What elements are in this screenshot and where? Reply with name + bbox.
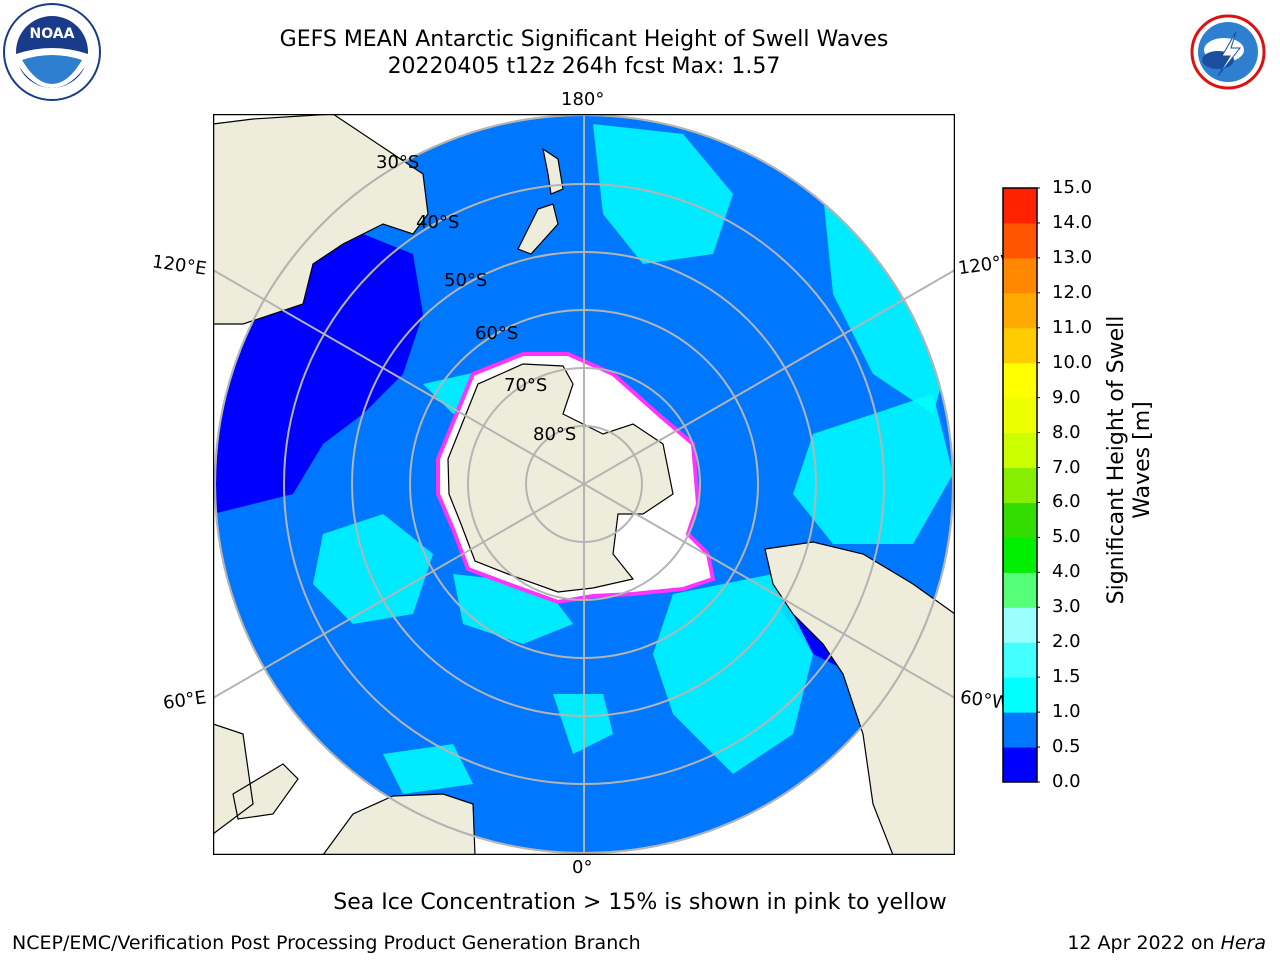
footer-left: NCEP/EMC/Verification Post Processing Pr…: [12, 932, 641, 954]
colorbar-segment: [1003, 257, 1037, 294]
colorbar-tick-label: 8.0: [1052, 421, 1081, 443]
colorbar-tick-label: 3.0: [1052, 596, 1081, 618]
lat-label-30s: 30°S: [376, 152, 420, 173]
noaa-logo: NOAA: [3, 3, 101, 101]
colorbar-segment: [1003, 642, 1037, 678]
lat-label-80s: 80°S: [533, 424, 577, 445]
footer-machine: Hera: [1220, 932, 1266, 954]
lat-label-60s: 60°S: [475, 323, 519, 344]
colorbar-segment: [1003, 188, 1037, 224]
colorbar-tick-label: 12.0: [1052, 281, 1093, 303]
indian-ocean-land: [213, 723, 299, 835]
colorbar-segment: [1003, 327, 1037, 364]
colorbar-border: [1002, 187, 1038, 783]
colorbar-tick-label: 11.0: [1052, 316, 1093, 338]
swell-area-mid: [793, 394, 953, 544]
footer-right: 12 Apr 2022 on Hera: [1067, 932, 1266, 954]
colorbar-segment: [1003, 572, 1037, 608]
south-america-land: [764, 541, 955, 855]
antarctica-land: [447, 363, 674, 593]
colorbar-tick-label: 0.0: [1052, 771, 1081, 792]
colorbar-tick-label: 1.5: [1052, 666, 1081, 688]
polar-map: [213, 114, 955, 855]
colorbar-tick-label: 7.0: [1052, 456, 1081, 478]
colorbar-segment: [1003, 537, 1037, 573]
map-frame: [213, 114, 955, 855]
colorbar-segment: [1003, 362, 1037, 399]
colorbar-segment: [1003, 397, 1037, 434]
lon-label-60e: 60°E: [161, 687, 208, 714]
colorbar-tick-label: 15.0: [1052, 177, 1093, 198]
swell-area-mid: [313, 514, 433, 624]
colorbar-tick-label: 9.0: [1052, 386, 1081, 408]
africa-land: [322, 793, 476, 855]
colorbar-segment: [1003, 467, 1037, 503]
new-zealand-land: [517, 147, 564, 255]
colorbar-tick-label: 2.0: [1052, 631, 1081, 653]
colorbar-segment: [1003, 502, 1037, 538]
lat-label-40s: 40°S: [416, 212, 460, 233]
colorbar-tick-label: 0.5: [1052, 736, 1081, 758]
colorbar-label: Significant Height of Swell Waves [m]: [1104, 315, 1155, 605]
colorbar-tick-label: 4.0: [1052, 561, 1081, 583]
lon-label-180: 180°: [561, 89, 605, 110]
sea-ice-caption: Sea Ice Concentration > 15% is shown in …: [333, 890, 947, 915]
chart-subtitle: 20220405 t12z 264h fcst Max: 1.57: [387, 54, 781, 79]
lat-label-50s: 50°S: [444, 270, 488, 291]
lon-label-120e: 120°E: [150, 251, 208, 280]
swell-area-mid: [653, 574, 813, 774]
colorbar-tick-label: 14.0: [1052, 211, 1093, 233]
colorbar-tick-label: 6.0: [1052, 491, 1081, 513]
colorbar-segment: [1003, 747, 1037, 783]
nws-logo: [1180, 4, 1276, 100]
colorbar-segment: [1003, 432, 1037, 469]
colorbar-tick-label: 5.0: [1052, 526, 1081, 548]
australia-land: [213, 114, 429, 325]
swell-field: [215, 124, 953, 794]
colorbar-tick-label: 13.0: [1052, 246, 1093, 268]
colorbar-segment: [1003, 712, 1037, 748]
lon-label-0: 0°: [572, 857, 593, 878]
svg-text:NOAA: NOAA: [30, 26, 75, 42]
lat-label-70s: 70°S: [504, 375, 548, 396]
colorbar: [1002, 187, 1040, 783]
footer-date: 12 Apr 2022 on: [1067, 932, 1221, 954]
swell-area-mid: [823, 194, 953, 414]
colorbar-segment: [1003, 222, 1037, 259]
chart-title: GEFS MEAN Antarctic Significant Height o…: [279, 27, 889, 52]
colorbar-tick-label: 10.0: [1052, 351, 1093, 373]
colorbar-segment: [1003, 677, 1037, 713]
colorbar-tick-label: 1.0: [1052, 701, 1081, 723]
swell-area-mid: [383, 744, 473, 794]
colorbar-segment: [1003, 292, 1037, 329]
colorbar-segment: [1003, 607, 1037, 643]
